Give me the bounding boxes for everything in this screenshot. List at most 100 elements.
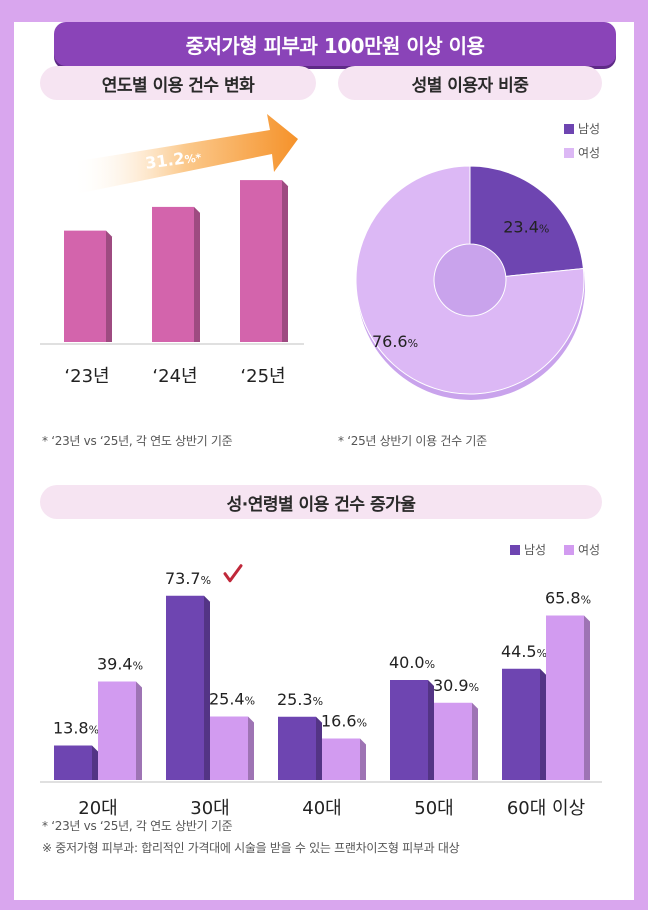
pie-legend-female: 여성 — [564, 144, 600, 161]
age-bar-0-2 — [278, 716, 322, 780]
year-tick-label: ‘23년 — [64, 366, 109, 387]
bar-side — [204, 595, 210, 780]
bar-side — [540, 668, 546, 780]
male-swatch — [564, 124, 574, 134]
value-unit: % — [201, 574, 211, 587]
value-number: 25.3 — [277, 690, 313, 709]
age-bar-0-3 — [390, 680, 434, 780]
donut-value-label: 76.6% — [372, 332, 418, 351]
value-number: 16.6 — [321, 712, 357, 731]
age-bar-0-1 — [166, 595, 210, 780]
check-icon — [223, 564, 243, 583]
gender-donut-chart: 23.4%76.6% — [355, 165, 585, 400]
year-bar-2 — [240, 180, 288, 342]
age-value-label: 65.8% — [545, 589, 591, 608]
bar-side — [106, 230, 112, 342]
year-bar-1 — [152, 206, 200, 342]
bar-face — [152, 206, 194, 342]
female-swatch — [564, 148, 574, 158]
bar-face — [322, 738, 360, 780]
bar-side — [316, 716, 322, 780]
legend-label: 여성 — [578, 543, 601, 557]
age-tick-label: 30대 — [190, 798, 229, 819]
note-age-basis: * ‘23년 vs ‘25년, 각 연도 상반기 기준 — [42, 819, 233, 833]
note-gender: * ‘25년 상반기 이용 건수 기준 — [338, 434, 487, 448]
legend-label: 남성 — [524, 543, 547, 557]
bar-face — [64, 230, 106, 342]
value-number: 13.8 — [53, 719, 89, 738]
bar-side — [136, 681, 142, 780]
bar-face — [434, 702, 472, 780]
page-title: 중저가형 피부과 100만원 이상 이용 — [54, 22, 616, 66]
age-tick-label: 60대 이상 — [507, 798, 585, 819]
value-unit: % — [357, 717, 367, 730]
value-number: 76.6 — [372, 332, 408, 351]
bar-face — [390, 680, 428, 780]
bar-face — [278, 716, 316, 780]
age-bar-1-4 — [546, 615, 590, 780]
donut-value-label: 23.4% — [503, 218, 549, 237]
annotation-unit: %* — [184, 151, 203, 166]
pie-legend-male: 남성 — [564, 120, 600, 137]
value-number: 44.5 — [501, 642, 537, 661]
bar-side — [428, 680, 434, 780]
bar-face — [210, 716, 248, 780]
age-value-label: 25.3% — [277, 690, 323, 709]
bar-face — [546, 615, 584, 780]
age-value-label: 30.9% — [433, 676, 479, 695]
value-number: 30.9 — [433, 676, 469, 695]
bar-side — [194, 206, 200, 342]
value-number: 23.4 — [503, 218, 539, 237]
age-bar-0-4 — [502, 668, 546, 780]
section-title-gender: 성별 이용자 비중 — [338, 66, 602, 100]
age-value-label: 44.5% — [501, 642, 547, 661]
bar-side — [282, 180, 288, 342]
bar-face — [166, 595, 204, 780]
infographic-panel: 중저가형 피부과 100만원 이상 이용 연도별 이용 건수 변화 성별 이용자… — [14, 22, 634, 900]
male-swatch — [510, 545, 520, 555]
note-yearly: * ‘23년 vs ‘25년, 각 연도 상반기 기준 — [42, 434, 233, 448]
year-tick-label: ‘25년 — [240, 366, 285, 387]
age-value-label: 13.8% — [53, 719, 99, 738]
age-bar-0-0 — [54, 745, 98, 780]
bar-face — [502, 668, 540, 780]
age-bar-1-1 — [210, 716, 254, 780]
note-age-definition: ※ 중저가형 피부과: 합리적인 가격대에 시술을 받을 수 있는 프랜차이즈형… — [42, 841, 460, 855]
value-unit: % — [133, 660, 143, 673]
value-number: 39.4 — [97, 655, 133, 674]
bar-side — [248, 716, 254, 780]
age-bar-1-2 — [322, 738, 366, 780]
bar-side — [360, 738, 366, 780]
legend-label: 남성 — [578, 122, 601, 136]
value-unit: % — [313, 695, 323, 708]
female-swatch — [564, 545, 574, 555]
bar-side — [472, 702, 478, 780]
age-bar-1-0 — [98, 681, 142, 780]
value-unit: % — [581, 594, 591, 607]
age-value-label: 16.6% — [321, 712, 367, 731]
year-tick-label: ‘24년 — [152, 366, 197, 387]
age-value-label: 39.4% — [97, 655, 143, 674]
bar-face — [240, 180, 282, 342]
legend-label: 여성 — [578, 146, 601, 160]
value-unit: % — [469, 681, 479, 694]
year-bar-0 — [64, 230, 112, 342]
age-legend-female: 여성 — [564, 541, 600, 558]
growth-arrow — [72, 114, 298, 194]
value-number: 40.0 — [389, 653, 425, 672]
age-value-label: 73.7% — [165, 569, 211, 588]
value-unit: % — [245, 695, 255, 708]
value-number: 73.7 — [165, 569, 201, 588]
value-unit: % — [425, 658, 435, 671]
value-number: 65.8 — [545, 589, 581, 608]
donut-slice-1 — [355, 165, 585, 395]
value-unit: % — [408, 337, 418, 350]
section-title-age: 성·연령별 이용 건수 증가율 — [40, 485, 602, 519]
age-gender-bar-chart: 13.8%39.4%20대73.7%25.4%30대25.3%16.6%40대4… — [40, 564, 602, 819]
value-unit: % — [89, 724, 99, 737]
age-tick-label: 40대 — [302, 798, 341, 819]
age-value-label: 40.0% — [389, 653, 435, 672]
age-tick-label: 50대 — [414, 798, 453, 819]
age-value-label: 25.4% — [209, 690, 255, 709]
donut-slice-0 — [469, 165, 584, 277]
